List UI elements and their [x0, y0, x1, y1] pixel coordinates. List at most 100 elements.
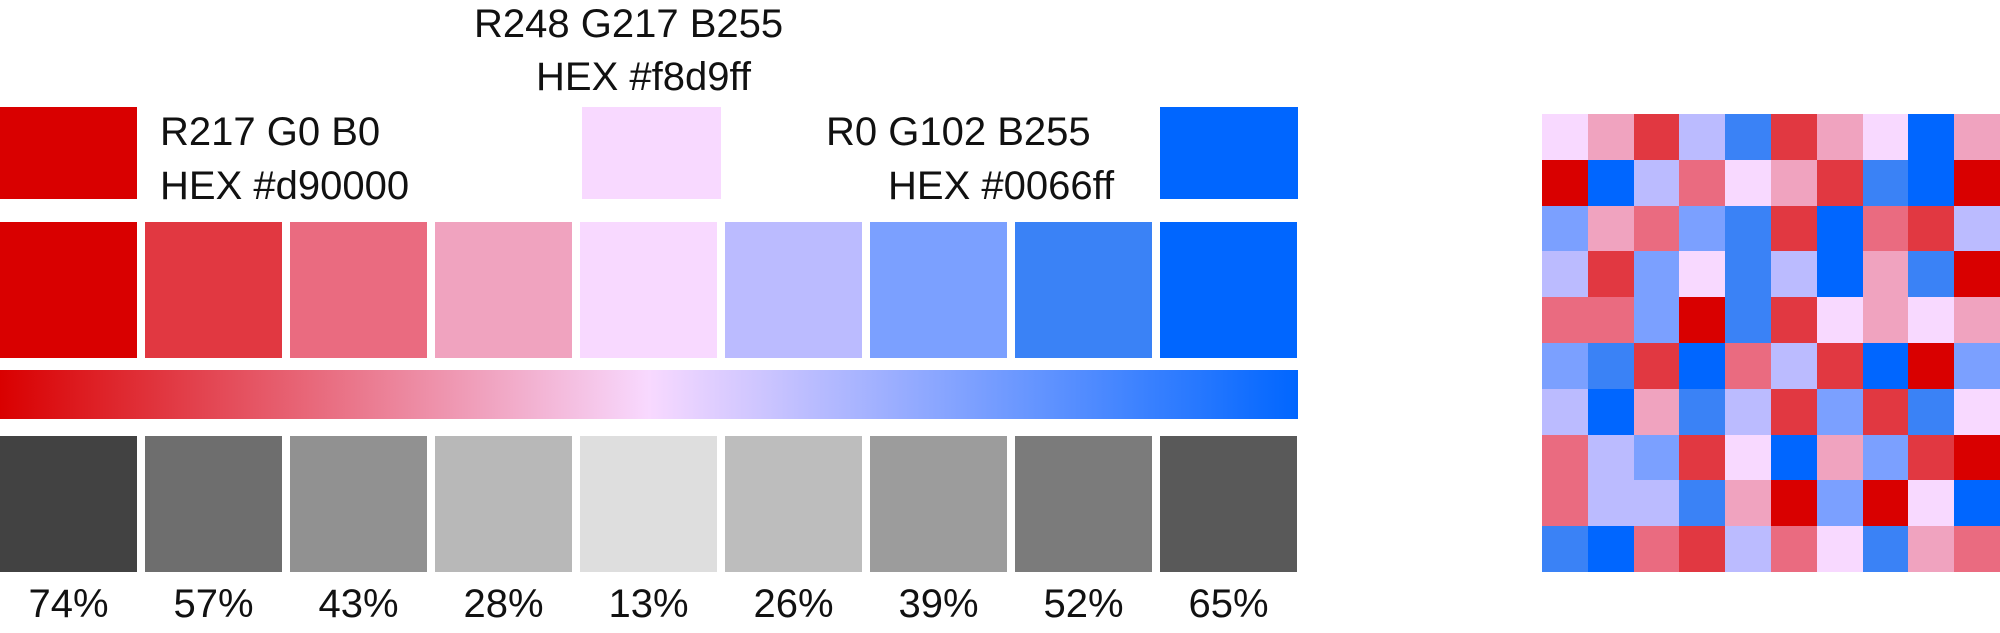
heatmap-cell [1633, 388, 1680, 435]
heatmap-cell [1908, 114, 1955, 160]
heatmap-cell [1862, 297, 1909, 344]
anchor-swatch-red [0, 107, 137, 199]
heatmap-cell [1908, 526, 1955, 573]
heatmap-cell [1542, 297, 1588, 344]
heatmap-cell [1954, 159, 2000, 206]
heatmap-cell [1679, 114, 1726, 160]
heatmap [1542, 114, 2000, 573]
anchor-red-rgb: R217 G0 B0 [160, 110, 381, 154]
color-step-swatch [0, 222, 137, 358]
heatmap-cell [1771, 297, 1817, 344]
heatmap-cell [1633, 343, 1680, 389]
gray-step-swatch [145, 436, 282, 572]
heatmap-cell [1954, 526, 2000, 573]
heatmap-cell [1908, 343, 1955, 389]
heatmap-cell [1908, 434, 1955, 481]
heatmap-cell [1816, 251, 1863, 298]
heatmap-cell [1679, 251, 1726, 298]
heatmap-cell [1587, 480, 1634, 527]
heatmap-cell [1725, 434, 1772, 481]
heatmap-cell [1862, 114, 1909, 160]
color-step-swatch [725, 222, 862, 358]
heatmap-cell [1954, 297, 2000, 344]
gray-step-swatch [870, 436, 1007, 572]
percent-label: 57% [173, 582, 254, 626]
color-step-swatch [145, 222, 282, 358]
heatmap-cell [1862, 251, 1909, 298]
heatmap-cell [1816, 205, 1863, 252]
heatmap-cell [1725, 205, 1772, 252]
gray-step-swatch [1015, 436, 1152, 572]
heatmap-cell [1954, 114, 2000, 160]
gray-step-swatch [725, 436, 862, 572]
heatmap-cell [1542, 526, 1588, 573]
heatmap-cell [1587, 114, 1634, 160]
heatmap-cell [1862, 434, 1909, 481]
heatmap-cell [1816, 526, 1863, 573]
heatmap-cell [1908, 297, 1955, 344]
heatmap-cell [1633, 480, 1680, 527]
color-step-swatch [1160, 222, 1297, 358]
percent-label: 74% [28, 582, 109, 626]
gray-step-swatch [290, 436, 427, 572]
gray-step-swatch [580, 436, 717, 572]
heatmap-cell [1862, 159, 1909, 206]
grayscale-row [0, 436, 1298, 572]
heatmap-cell [1633, 114, 1680, 160]
percent-label: 26% [753, 582, 834, 626]
percent-label: 28% [463, 582, 544, 626]
heatmap-cell [1542, 388, 1588, 435]
heatmap-cell [1771, 114, 1817, 160]
heatmap-cell [1542, 343, 1588, 389]
heatmap-cell [1679, 388, 1726, 435]
color-step-swatch [1015, 222, 1152, 358]
heatmap-cell [1679, 343, 1726, 389]
heatmap-cell [1771, 526, 1817, 573]
percent-label-row: 74% 57% 43% 28% 13% 26% 39% 52% 65% [0, 578, 1298, 630]
heatmap-cell [1587, 205, 1634, 252]
heatmap-cell [1633, 434, 1680, 481]
anchor-red-hex: HEX #d90000 [160, 164, 410, 208]
heatmap-cell [1771, 343, 1817, 389]
heatmap-cell [1725, 159, 1772, 206]
heatmap-cell [1954, 434, 2000, 481]
heatmap-cell [1633, 526, 1680, 573]
heatmap-cell [1633, 205, 1680, 252]
heatmap-cell [1542, 114, 1588, 160]
heatmap-cell [1954, 480, 2000, 527]
percent-label: 13% [608, 582, 689, 626]
heatmap-cell [1679, 480, 1726, 527]
anchor-swatch-mid [582, 107, 721, 199]
heatmap-cell [1633, 297, 1680, 344]
heatmap-cell [1816, 114, 1863, 160]
anchor-blue-rgb: R0 G102 B255 [826, 110, 1091, 154]
heatmap-cell [1771, 205, 1817, 252]
heatmap-cell [1954, 388, 2000, 435]
heatmap-cell [1679, 205, 1726, 252]
heatmap-cell [1542, 205, 1588, 252]
heatmap-cell [1771, 159, 1817, 206]
heatmap-cell [1816, 388, 1863, 435]
gray-step-swatch [1160, 436, 1297, 572]
heatmap-cell [1679, 526, 1726, 573]
heatmap-cell [1633, 159, 1680, 206]
heatmap-cell [1771, 434, 1817, 481]
heatmap-cell [1771, 388, 1817, 435]
heatmap-cell [1587, 159, 1634, 206]
heatmap-cell [1679, 159, 1726, 206]
anchor-mid-hex: HEX #f8d9ff [536, 55, 751, 99]
heatmap-cell [1954, 343, 2000, 389]
percent-label: 52% [1043, 582, 1124, 626]
gray-step-swatch [435, 436, 572, 572]
percent-label: 43% [318, 582, 399, 626]
heatmap-cell [1816, 480, 1863, 527]
gradient-bar [0, 370, 1298, 419]
heatmap-cell [1587, 434, 1634, 481]
heatmap-cell [1862, 526, 1909, 573]
heatmap-cell [1816, 159, 1863, 206]
percent-label: 65% [1188, 582, 1269, 626]
heatmap-cell [1679, 434, 1726, 481]
heatmap-cell [1633, 251, 1680, 298]
heatmap-cell [1725, 251, 1772, 298]
heatmap-cell [1542, 251, 1588, 298]
